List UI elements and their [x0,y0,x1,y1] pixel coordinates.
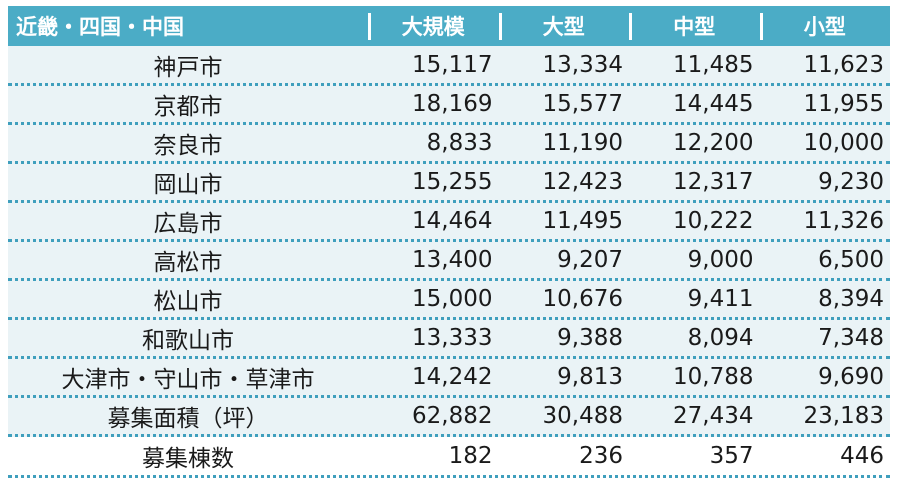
header-col-large: 大型 [498,6,630,46]
cell-small: 9,230 [818,169,884,195]
row-city: 京都市 [153,94,223,120]
cell-medium: 27,434 [673,403,754,429]
cell-large-scale: 14,464 [412,208,493,234]
cell-medium: 14,445 [673,91,754,117]
cell-large-scale: 15,117 [412,51,493,78]
header-separator [759,13,763,40]
header-col-large-scale: 大規模 [368,6,499,46]
cell-small: 11,955 [803,91,884,117]
row-label: 募集棟数 [142,446,234,472]
table-header: 近畿・四国・中国 大規模 大型 中型 小型 [8,6,890,46]
header-separator [498,13,502,40]
header-label: 中型 [673,15,716,39]
table-row: 高松市 13,400 9,207 9,000 6,500 [8,242,890,281]
cell-small: 23,183 [803,403,884,429]
table-row-building-count: 募集棟数 182 236 357 446 [8,437,890,478]
header-separator [368,13,371,40]
table-row: 神戸市 15,117 13,334 11,485 11,623 [8,46,890,86]
cell-large: 11,495 [542,208,623,234]
cell-medium: 9,000 [687,247,754,273]
row-city: 広島市 [153,211,223,237]
cell-medium: 10,222 [673,208,754,234]
cell-small: 10,000 [803,130,884,156]
cell-medium: 10,788 [673,364,754,390]
cell-large-scale: 13,400 [412,247,493,273]
cell-medium: 9,411 [687,286,754,312]
table-row: 松山市 15,000 10,676 9,411 8,394 [8,281,890,320]
header-col-small: 小型 [759,6,891,46]
cell-large: 30,488 [542,403,623,429]
cell-large: 15,577 [542,91,623,117]
row-city: 奈良市 [153,133,223,159]
row-city: 高松市 [153,250,223,276]
table-row: 奈良市 8,833 11,190 12,200 10,000 [8,125,890,164]
table-row: 岡山市 15,255 12,423 12,317 9,230 [8,164,890,203]
table-row: 広島市 14,464 11,495 10,222 11,326 [8,203,890,242]
header-label: 大規模 [401,15,465,39]
cell-medium: 11,485 [673,51,754,78]
cell-medium: 12,200 [673,130,754,156]
cell-large: 11,190 [542,130,623,156]
header-separator [629,13,632,40]
cell-large: 9,813 [557,364,623,390]
cell-small: 11,623 [803,51,884,78]
cell-large-scale: 14,242 [412,364,493,390]
table-row-total-area: 募集面積（坪） 62,882 30,488 27,434 23,183 [8,398,890,437]
cell-large-scale: 18,169 [412,91,493,117]
row-city: 松山市 [153,289,223,315]
cell-small: 11,326 [803,208,884,234]
row-label: 募集面積（坪） [107,406,269,432]
cell-small: 9,690 [818,364,884,390]
table-row: 和歌山市 13,333 9,388 8,094 7,348 [8,320,890,359]
cell-large-scale: 62,882 [412,403,493,429]
cell-large-scale: 15,255 [412,169,493,195]
cell-large-scale: 13,333 [412,325,493,351]
cell-small: 8,394 [818,286,884,312]
cell-large: 10,676 [542,286,623,312]
cell-small: 7,348 [818,325,884,351]
cell-large-scale: 182 [448,443,493,469]
cell-large: 9,388 [557,325,623,351]
rent-table: 近畿・四国・中国 大規模 大型 中型 小型 神戸市 15,117 13,334 … [8,6,890,478]
table-row: 大津市・守山市・草津市 14,242 9,813 10,788 9,690 [8,359,890,398]
cell-large: 9,207 [557,247,623,273]
header-col-medium: 中型 [629,6,760,46]
row-city: 神戸市 [153,54,223,81]
cell-medium: 12,317 [673,169,754,195]
cell-large: 12,423 [542,169,623,195]
cell-small: 6,500 [818,247,884,273]
cell-large-scale: 8,833 [426,130,493,156]
header-label: 大型 [542,15,585,39]
row-city: 大津市・守山市・草津市 [61,367,315,393]
cell-large: 236 [579,443,623,469]
row-city: 岡山市 [153,172,223,198]
cell-medium: 357 [709,443,754,469]
cell-small: 446 [840,443,884,469]
header-region: 近畿・四国・中国 [16,15,184,39]
row-city: 和歌山市 [142,328,234,354]
cell-large-scale: 15,000 [412,286,493,312]
header-label: 小型 [803,15,846,39]
cell-large: 13,334 [542,51,623,78]
table-row: 京都市 18,169 15,577 14,445 11,955 [8,86,890,125]
cell-medium: 8,094 [687,325,754,351]
